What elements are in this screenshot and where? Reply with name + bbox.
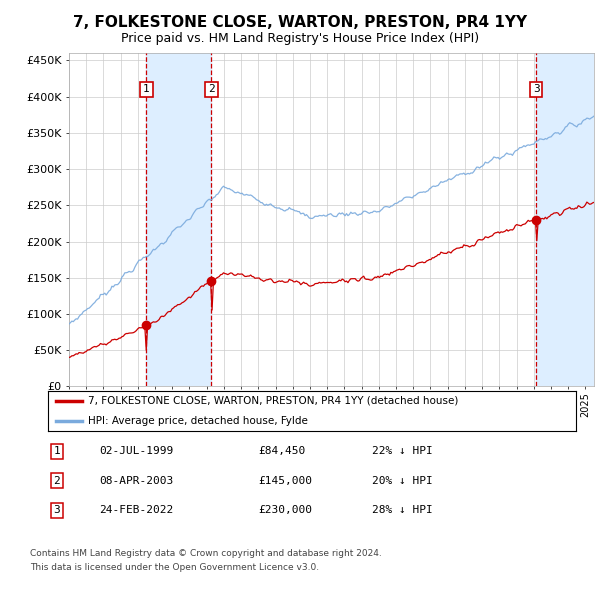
Text: 2: 2 [208, 84, 215, 94]
Text: 1: 1 [143, 84, 150, 94]
Text: £230,000: £230,000 [258, 506, 312, 515]
Text: 24-FEB-2022: 24-FEB-2022 [99, 506, 173, 515]
Text: This data is licensed under the Open Government Licence v3.0.: This data is licensed under the Open Gov… [30, 563, 319, 572]
Text: 02-JUL-1999: 02-JUL-1999 [99, 447, 173, 456]
Text: 1: 1 [53, 447, 61, 456]
Text: 22% ↓ HPI: 22% ↓ HPI [372, 447, 433, 456]
Text: 28% ↓ HPI: 28% ↓ HPI [372, 506, 433, 515]
Text: 7, FOLKESTONE CLOSE, WARTON, PRESTON, PR4 1YY: 7, FOLKESTONE CLOSE, WARTON, PRESTON, PR… [73, 15, 527, 30]
Text: £145,000: £145,000 [258, 476, 312, 486]
Text: Price paid vs. HM Land Registry's House Price Index (HPI): Price paid vs. HM Land Registry's House … [121, 32, 479, 45]
Text: 3: 3 [53, 506, 61, 515]
Text: HPI: Average price, detached house, Fylde: HPI: Average price, detached house, Fyld… [88, 416, 307, 425]
Text: 3: 3 [533, 84, 539, 94]
Bar [146, 53, 211, 386]
Text: Contains HM Land Registry data © Crown copyright and database right 2024.: Contains HM Land Registry data © Crown c… [30, 549, 382, 558]
Text: 7, FOLKESTONE CLOSE, WARTON, PRESTON, PR4 1YY (detached house): 7, FOLKESTONE CLOSE, WARTON, PRESTON, PR… [88, 396, 458, 405]
Text: 20% ↓ HPI: 20% ↓ HPI [372, 476, 433, 486]
Text: 2: 2 [53, 476, 61, 486]
Bar [536, 53, 594, 386]
Text: 08-APR-2003: 08-APR-2003 [99, 476, 173, 486]
Text: £84,450: £84,450 [258, 447, 305, 456]
